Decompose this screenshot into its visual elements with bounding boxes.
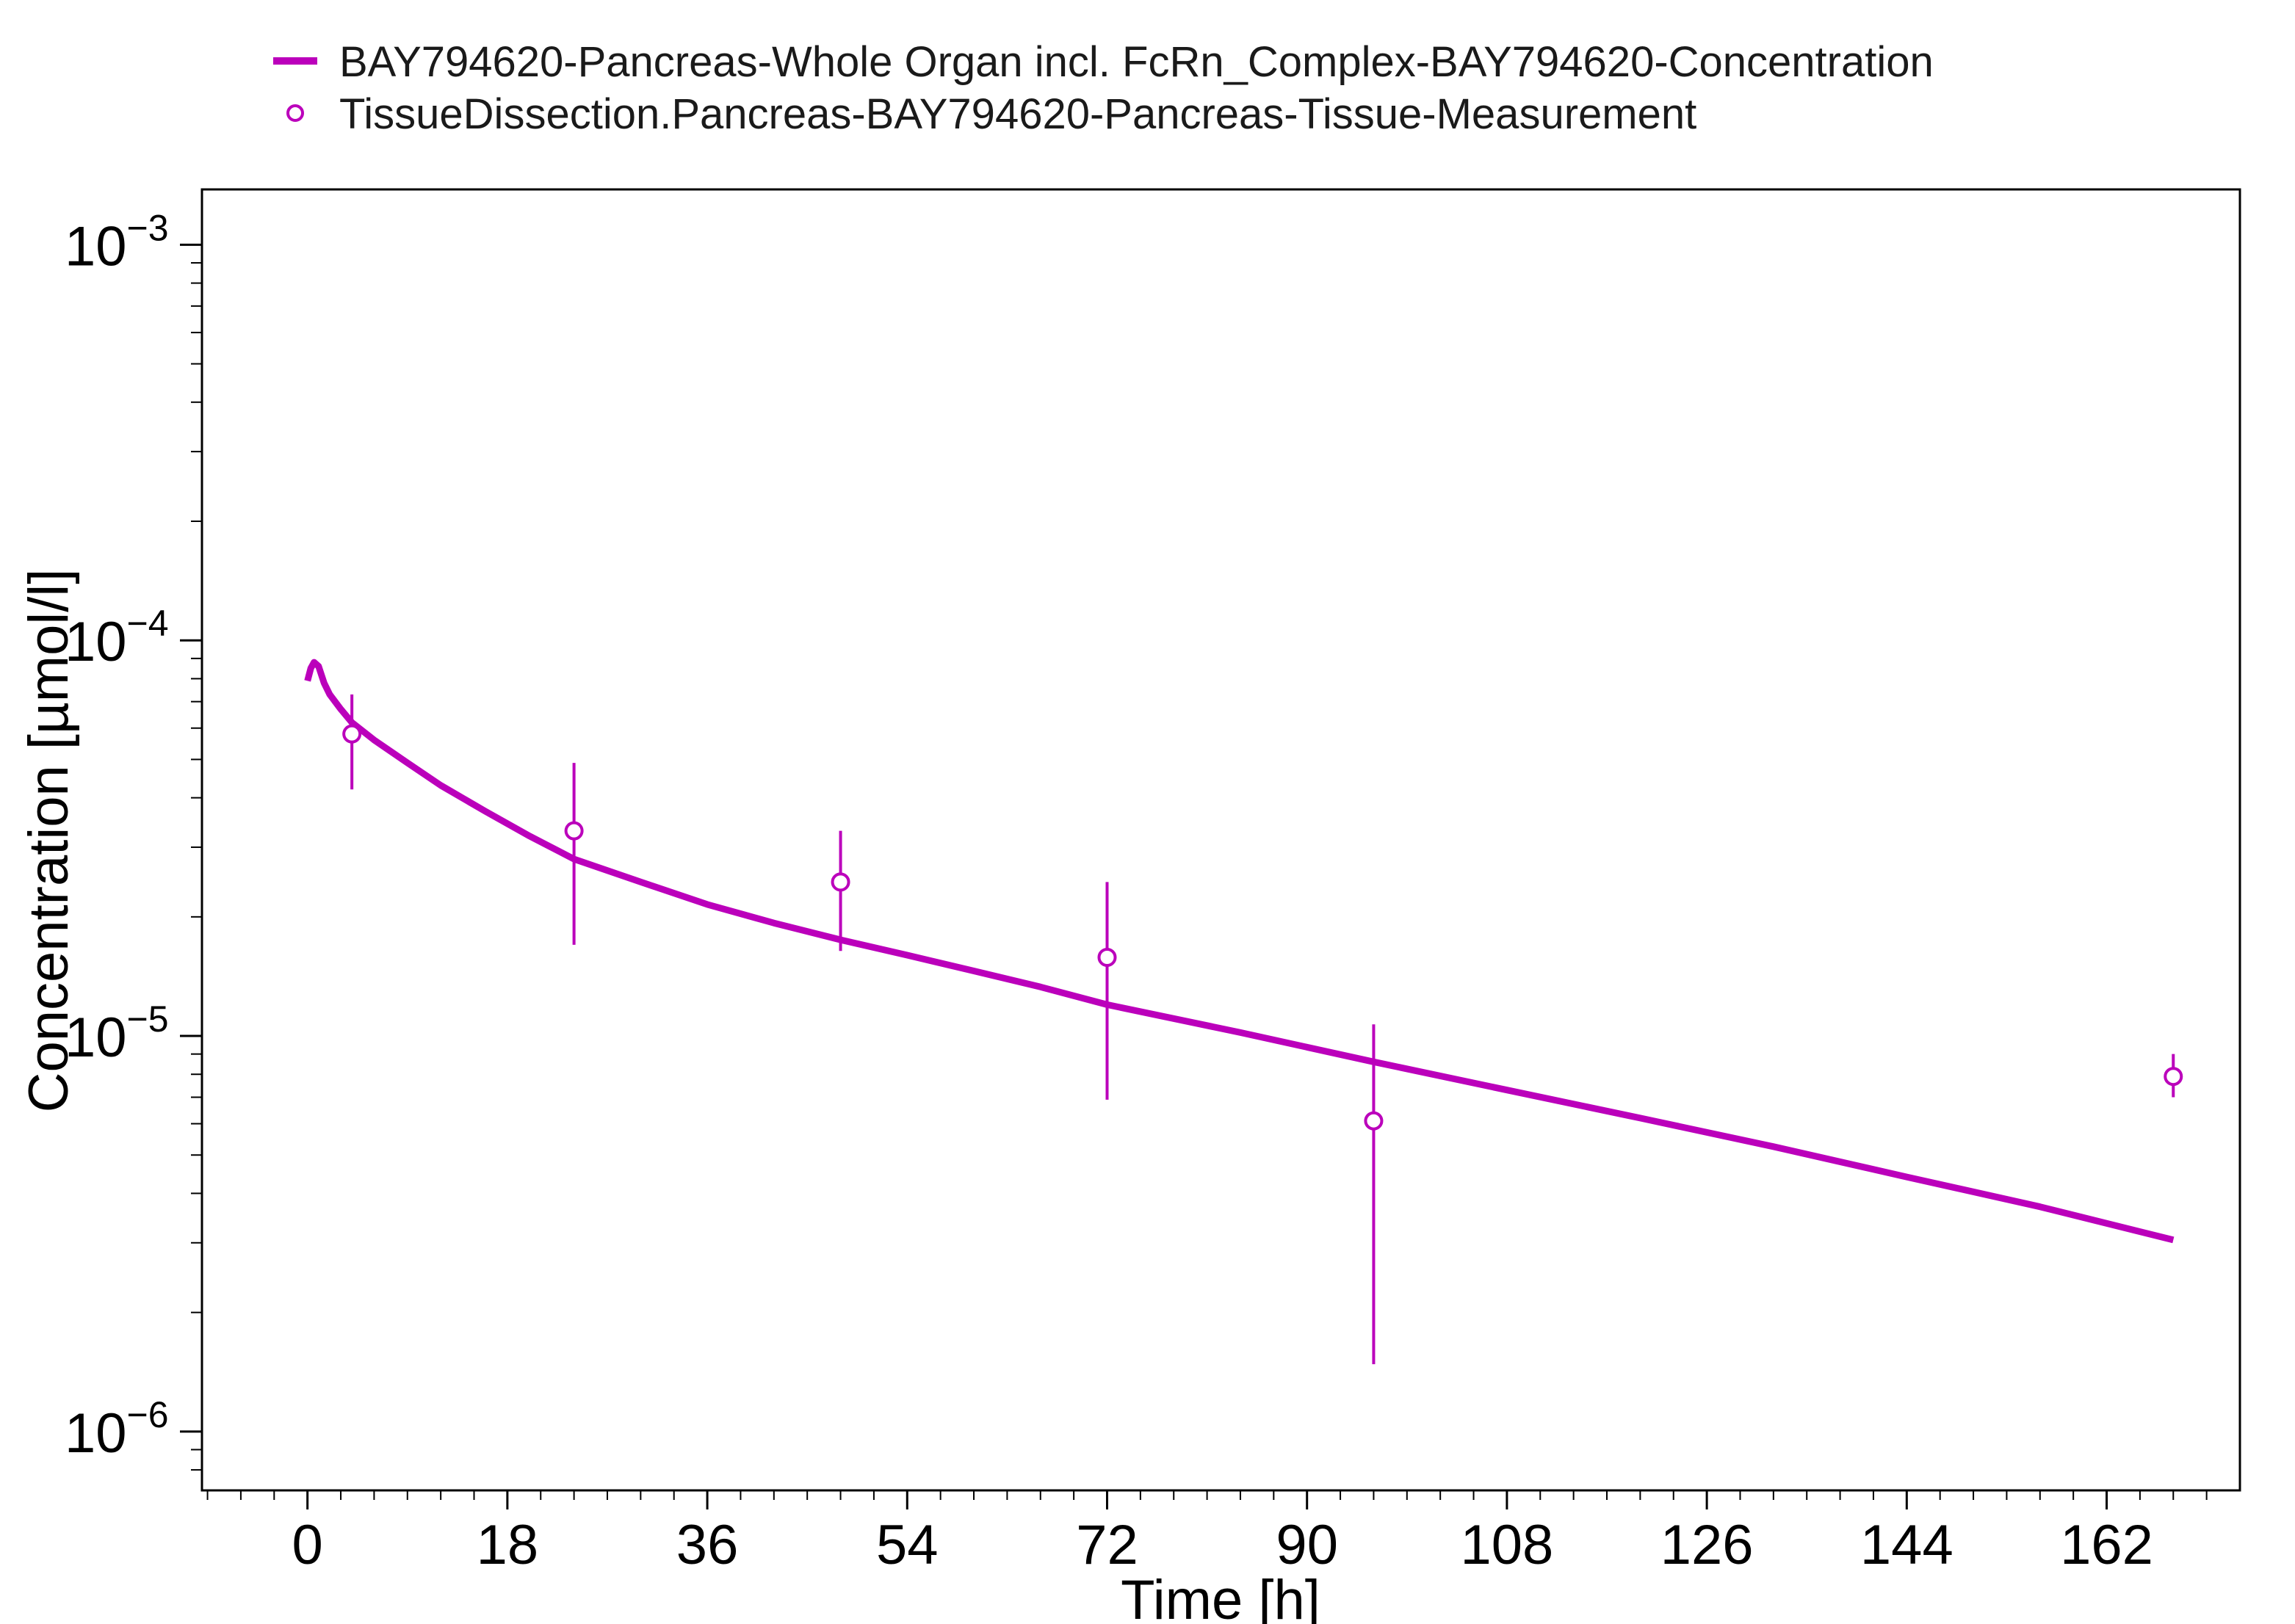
y-axis-title: Concentration [µmol/l] xyxy=(18,569,80,1113)
legend-label-simulation: BAY794620-Pancreas-Whole Organ incl. FcR… xyxy=(339,38,1934,86)
x-tick-label: 144 xyxy=(1860,1514,1954,1576)
y-tick-label: 10−3 xyxy=(65,207,169,278)
x-tick-label: 54 xyxy=(876,1514,939,1576)
plot-area xyxy=(304,659,2183,1365)
x-tick-label: 36 xyxy=(676,1514,739,1576)
y-axis: 10−610−510−410−3 xyxy=(65,207,202,1471)
legend-marker-swatch xyxy=(286,104,304,122)
plot-frame xyxy=(200,188,2241,1492)
measurement-point xyxy=(831,872,850,892)
x-tick-label: 90 xyxy=(1276,1514,1338,1576)
measurement-point xyxy=(1097,947,1117,967)
y-tick-mantissa: 10 xyxy=(65,215,127,278)
measurement-point xyxy=(564,821,584,841)
y-tick-exponent: −5 xyxy=(127,998,169,1040)
y-tick-mantissa: 10 xyxy=(65,1402,127,1465)
x-tick-label: 108 xyxy=(1461,1514,1554,1576)
y-tick-exponent: −3 xyxy=(127,207,169,248)
measurement-point xyxy=(342,724,362,744)
x-tick-label: 0 xyxy=(292,1514,323,1576)
legend: BAY794620-Pancreas-Whole Organ incl. FcR… xyxy=(273,38,1934,138)
y-tick-mantissa: 10 xyxy=(65,1007,127,1069)
y-tick-label: 10−5 xyxy=(65,998,169,1069)
y-tick-label: 10−4 xyxy=(65,603,169,673)
legend-label-measurement: TissueDissection.Pancreas-BAY794620-Panc… xyxy=(339,90,1696,138)
x-axis: 0 18 36 54 72 90 108 126 144 162 xyxy=(206,1490,2208,1576)
y-tick-label: 10−6 xyxy=(65,1394,169,1465)
measurement-point xyxy=(1364,1111,1384,1131)
y-tick-exponent: −6 xyxy=(127,1394,169,1435)
measurement-point xyxy=(2164,1067,2183,1087)
y-tick-exponent: −4 xyxy=(127,603,169,644)
series-line-simulation xyxy=(304,659,2175,1244)
x-tick-label: 162 xyxy=(2060,1514,2153,1576)
x-axis-title: Time [h] xyxy=(1121,1569,1320,1624)
x-tick-label: 72 xyxy=(1076,1514,1138,1576)
x-tick-label: 126 xyxy=(1660,1514,1754,1576)
x-tick-label: 18 xyxy=(477,1514,539,1576)
y-tick-mantissa: 10 xyxy=(65,611,127,673)
